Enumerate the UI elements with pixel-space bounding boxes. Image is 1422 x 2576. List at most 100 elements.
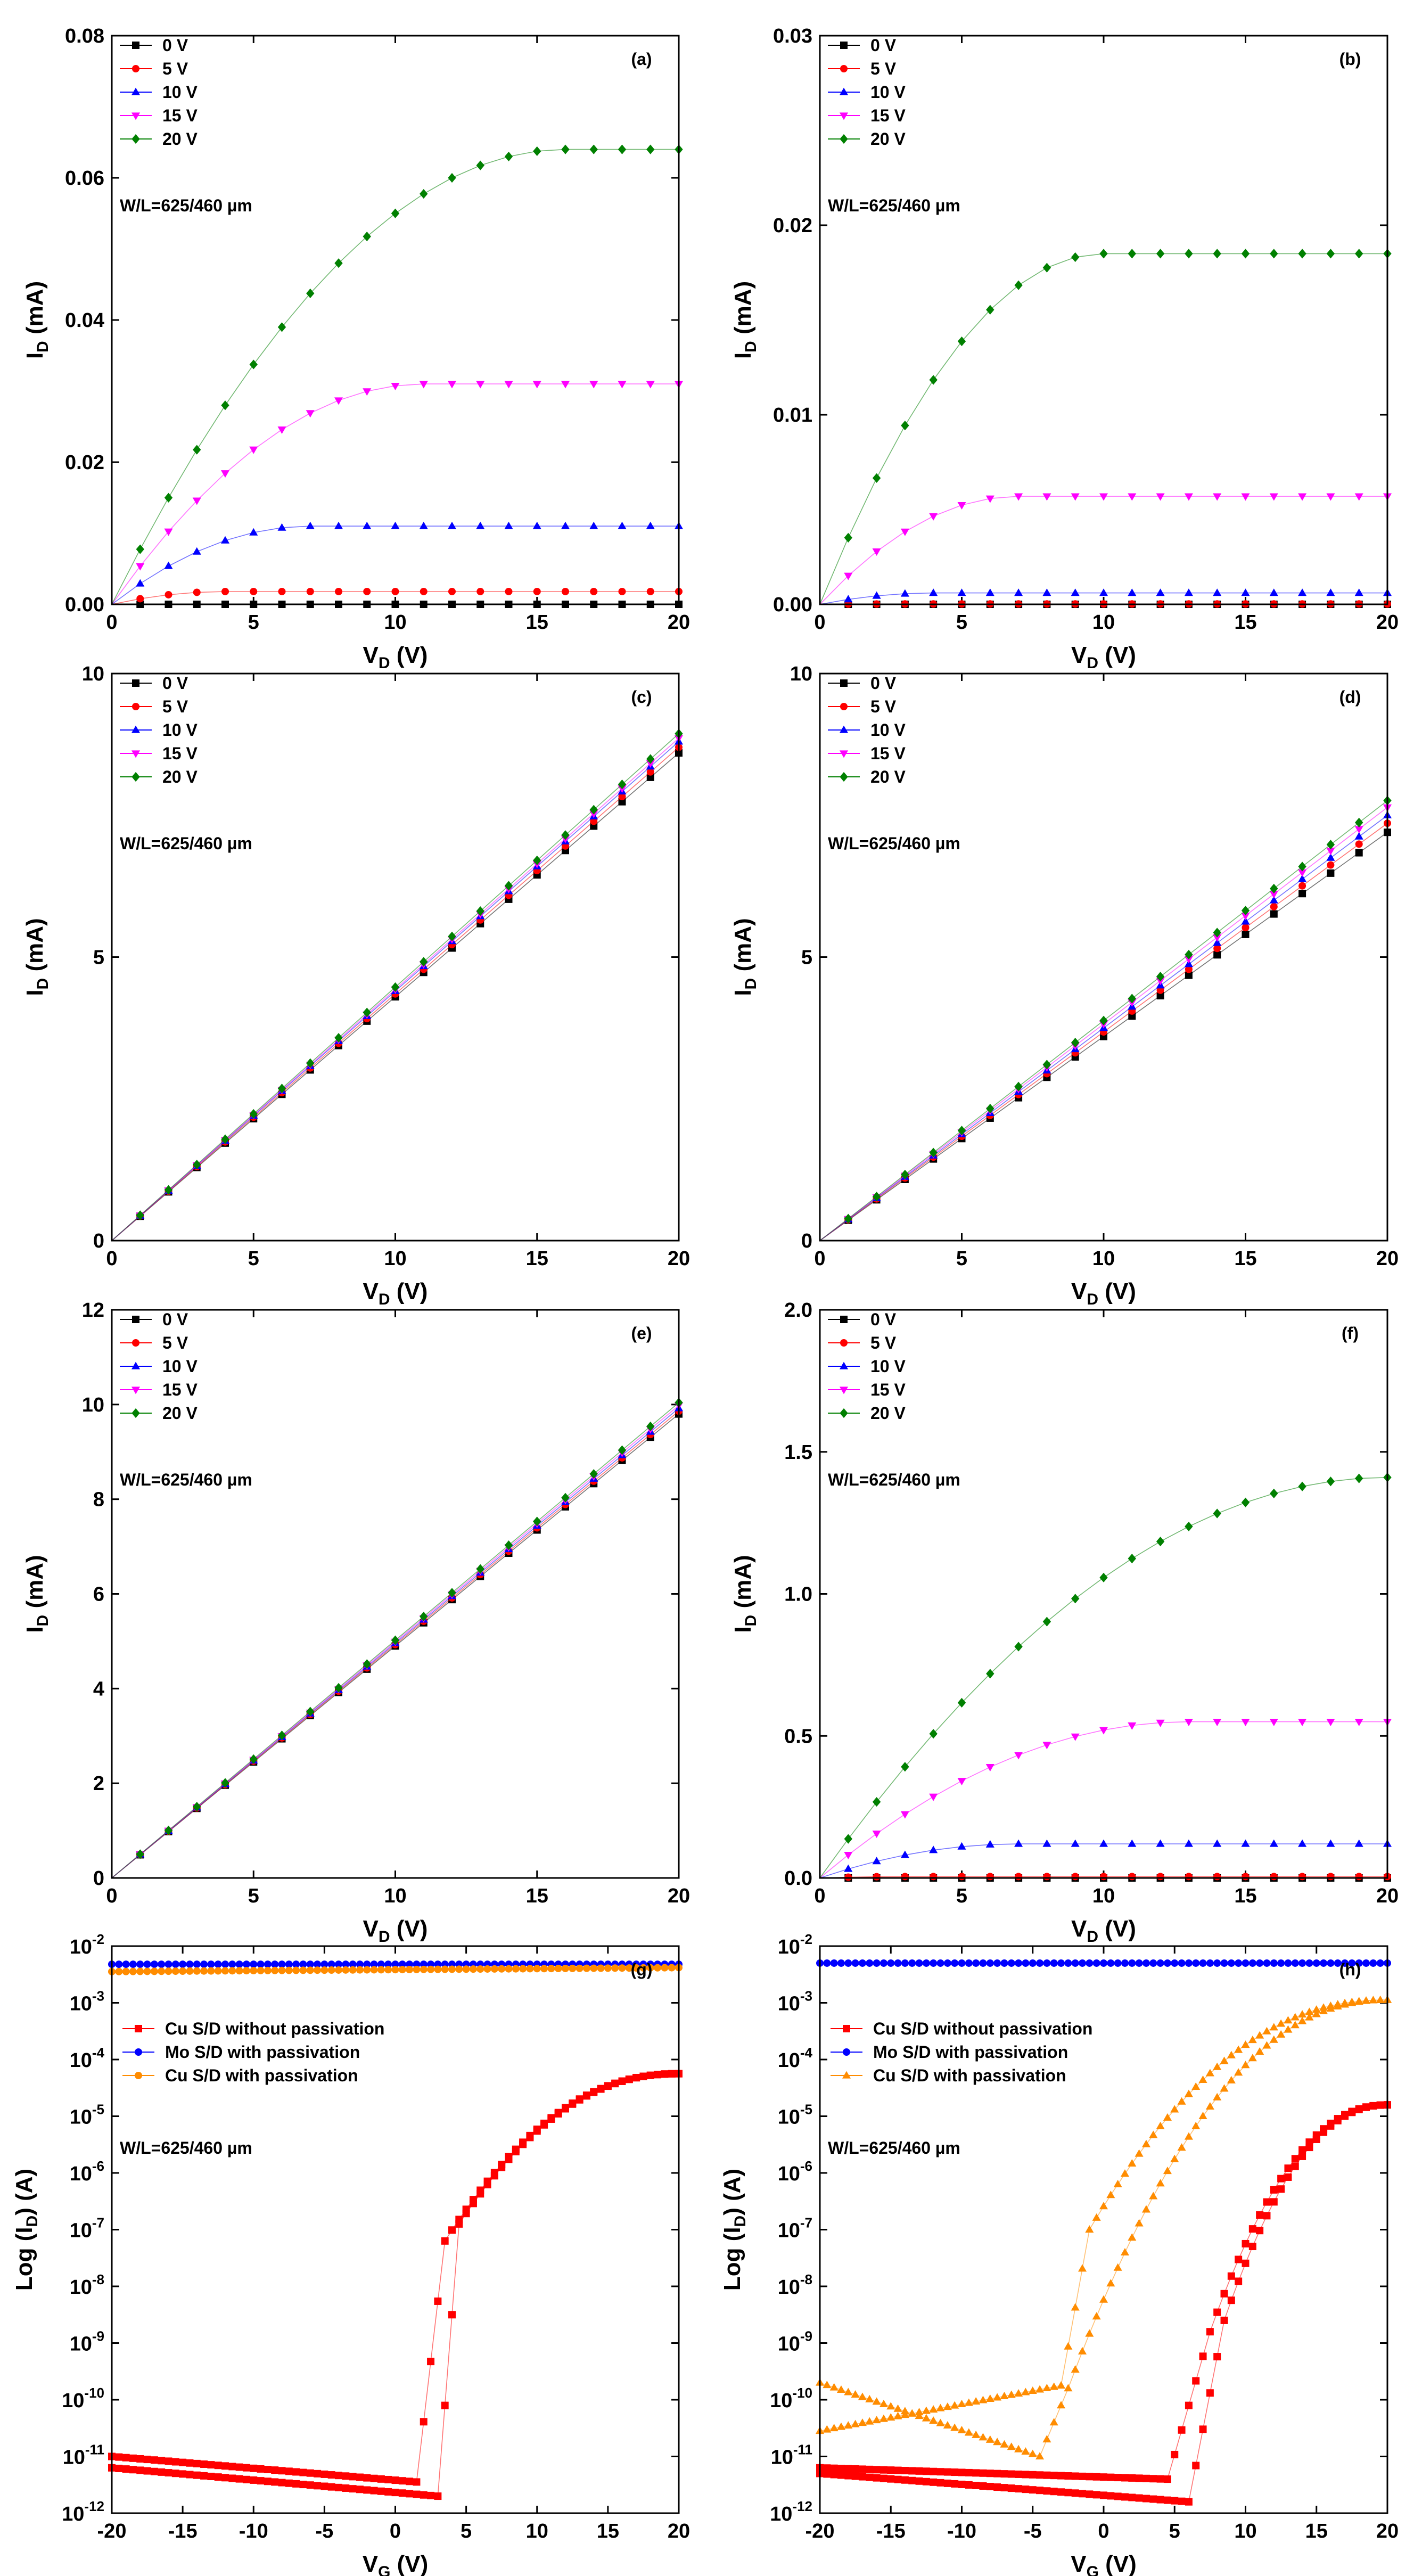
x-tick-label: 10: [1234, 2520, 1256, 2542]
data-point: [370, 1966, 378, 1974]
y-tick-exponent: -5: [92, 2102, 104, 2118]
data-point: [271, 1966, 279, 1974]
data-point: [1114, 1959, 1122, 1967]
data-point: [192, 547, 201, 555]
y-axis-label-main: I: [730, 989, 756, 996]
data-point: [957, 1697, 966, 1708]
x-tick-label: 20: [668, 1248, 690, 1270]
data-point: [1184, 956, 1193, 964]
y-tick-base: 10: [70, 1993, 92, 2015]
x-tick-label: 0: [1098, 2520, 1109, 2542]
data-point: [1185, 949, 1193, 959]
data-point: [930, 2467, 938, 2475]
data-point: [250, 587, 258, 595]
data-point: [936, 2403, 945, 2411]
data-point: [306, 410, 315, 418]
data-point: [285, 2479, 293, 2487]
data-point: [1128, 1959, 1136, 1967]
data-point: [986, 1873, 994, 1881]
data-point: [363, 1007, 371, 1018]
data-point: [349, 1960, 357, 1968]
data-point: [646, 144, 655, 154]
data-point: [136, 595, 144, 603]
data-point: [1007, 2470, 1015, 2478]
data-point: [490, 1965, 498, 1973]
data-point: [519, 1965, 527, 1973]
data-point: [1199, 2425, 1207, 2433]
x-tick-label: 10: [384, 1885, 406, 1907]
data-point: [278, 1966, 286, 1974]
data-point: [646, 1964, 654, 1972]
data-point: [1071, 1839, 1080, 1847]
data-point: [1135, 2474, 1143, 2482]
data-point: [1326, 1476, 1335, 1487]
data-point: [915, 2467, 923, 2475]
data-point: [391, 382, 400, 390]
y-tick-label: 10-11: [63, 2442, 104, 2469]
data-point: [979, 2469, 987, 2477]
data-point: [242, 2475, 250, 2483]
data-point: [1198, 2112, 1207, 2120]
data-point: [866, 2473, 874, 2481]
data-point: [228, 2463, 236, 2471]
data-point: [277, 322, 286, 332]
data-point: [257, 1966, 265, 1974]
data-point: [455, 2220, 463, 2228]
data-point: [646, 2071, 654, 2079]
data-point: [1121, 2474, 1129, 2482]
data-point: [377, 2487, 385, 2495]
data-point: [830, 2471, 838, 2479]
data-point: [929, 1845, 938, 1853]
data-point: [306, 1707, 315, 1717]
y-tick-label: 0.06: [65, 167, 104, 190]
data-point: [639, 1964, 647, 1972]
series-cu-s-d-without-passivation: [108, 2070, 683, 2500]
data-point: [950, 2401, 959, 2409]
data-point: [1263, 1959, 1271, 1967]
legend-label: 20 V: [162, 129, 198, 149]
data-point: [398, 1966, 406, 1974]
data-point: [1227, 2296, 1235, 2304]
data-point: [1057, 2488, 1065, 2496]
data-point: [427, 2491, 435, 2499]
data-point: [1141, 2139, 1150, 2147]
data-point: [335, 587, 342, 595]
data-point: [448, 1965, 456, 1973]
data-point: [1043, 2471, 1051, 2479]
data-point: [1135, 2149, 1144, 2157]
data-point: [1269, 896, 1278, 904]
data-point: [887, 2475, 895, 2483]
data-point: [150, 1967, 158, 1975]
legend-label: Cu S/D with passivation: [873, 2066, 1066, 2085]
data-point: [872, 548, 881, 556]
data-point: [1106, 2191, 1115, 2198]
legend-marker: [840, 42, 848, 49]
y-axis-label-unit: ) (A): [11, 2169, 37, 2216]
legend: 0 V 5 V 10 V 15 V 20 V: [120, 674, 198, 786]
legend-label: 15 V: [870, 106, 906, 125]
data-point: [1029, 2486, 1037, 2494]
x-axis-label-sub: G: [1087, 2563, 1099, 2576]
x-axis-label-main: V: [363, 2551, 379, 2576]
device-dimension-note: W/L=625/460 µm: [828, 196, 960, 215]
y-tick-base: 10: [778, 2106, 800, 2129]
data-point: [618, 1445, 627, 1455]
data-point: [532, 521, 541, 529]
data-point: [1071, 588, 1080, 596]
y-tick-exponent: -12: [84, 2498, 104, 2514]
data-point: [136, 2455, 144, 2463]
legend: 0 V 5 V 10 V 15 V 20 V: [120, 1310, 198, 1423]
data-point: [943, 2402, 952, 2410]
y-tick-label: 6: [93, 1584, 104, 1606]
data-point: [377, 1960, 385, 1968]
data-point: [207, 1967, 215, 1975]
y-tick-label: 5: [801, 947, 812, 969]
data-point: [993, 2393, 1002, 2401]
data-point: [964, 2398, 973, 2406]
data-point: [1185, 1873, 1193, 1881]
data-point: [972, 2481, 980, 2489]
data-point: [1078, 2264, 1087, 2272]
data-point: [1043, 2487, 1051, 2495]
data-point: [1248, 2243, 1256, 2251]
